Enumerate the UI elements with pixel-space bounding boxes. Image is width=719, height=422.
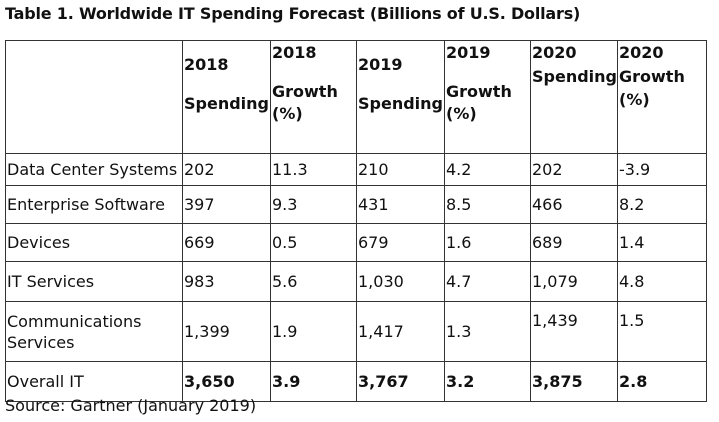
row-label: Enterprise Software [5,185,183,224]
header-cell-empty [5,40,183,154]
cell-value: 1.3 [444,301,531,362]
cell-value: 3,650 [182,361,271,402]
header-line: (%) [272,104,303,123]
header-cell: 2019 Spending [356,40,445,154]
cell-value: 202 [182,153,271,186]
table-row: Devices 669 0.5 679 1.6 689 1.4 [5,223,707,262]
cell-value: 1.6 [444,223,531,262]
header-line: Growth [619,67,685,86]
header-line: 2018 [184,55,229,74]
cell-value: 202 [530,153,618,186]
row-label: Communications Services [5,301,183,362]
header-cell: 2020 Spending [530,40,618,154]
header-line: 2020 [619,43,664,62]
cell-value: 1,030 [356,261,445,302]
header-line: 2018 [272,43,317,62]
table-body: Data Center Systems 202 11.3 210 4.2 202 -3.9 E… [5,153,707,402]
row-label: Overall IT [5,361,183,402]
row-label: Devices [5,223,183,262]
cell-value: 1,399 [182,301,271,362]
header-line: Spending [532,67,617,86]
cell-value: 5.6 [270,261,357,302]
cell-value: 983 [182,261,271,302]
header-line: (%) [446,104,477,123]
header-line: 2020 [532,43,577,62]
cell-value: 3,875 [530,361,618,402]
row-label: Data Center Systems [5,153,183,186]
cell-value: 8.5 [444,185,531,224]
header-cell: 2018 Spending [182,40,271,154]
cell-value: 210 [356,153,445,186]
header-line: Spending [184,94,269,113]
cell-value: 3.2 [444,361,531,402]
cell-value: 4.8 [617,261,707,302]
cell-value: 1.4 [617,223,707,262]
cell-value: 1,417 [356,301,445,362]
table: 2018 Spending 2018 Growth (%) 2019 Spending 201… [5,40,707,402]
cell-value: 689 [530,223,618,262]
cell-value: 1.5 [617,301,707,362]
cell-value: 669 [182,223,271,262]
table-row: Enterprise Software 397 9.3 431 8.5 466 8.2 [5,185,707,224]
cell-value: 3,767 [356,361,445,402]
row-label: IT Services [5,261,183,302]
header-cell: 2019 Growth (%) [444,40,531,154]
cell-value: 8.2 [617,185,707,224]
header-line: 2019 [446,43,491,62]
header-cell: 2020 Growth (%) [617,40,707,154]
table-row: IT Services 983 5.6 1,030 4.7 1,079 4.8 [5,261,707,302]
cell-value: 0.5 [270,223,357,262]
cell-value: 679 [356,223,445,262]
cell-value: 466 [530,185,618,224]
cell-value: 397 [182,185,271,224]
table-row: Communications Services 1,399 1.9 1,417 1.3 1… [5,301,707,362]
cell-value: 3.9 [270,361,357,402]
table-row: Data Center Systems 202 11.3 210 4.2 202 -3.9 [5,153,707,186]
cell-value: 1.9 [270,301,357,362]
cell-value: 4.2 [444,153,531,186]
cell-value: 1,439 [530,301,618,362]
header-line: Spending [358,94,443,113]
cell-value: 1,079 [530,261,618,302]
header-line: Growth [272,82,338,101]
header-line: (%) [619,90,650,109]
header-cell: 2018 Growth (%) [270,40,357,154]
cell-value: 4.7 [444,261,531,302]
cell-value: 11.3 [270,153,357,186]
cell-value: 431 [356,185,445,224]
header-line: Growth [446,82,512,101]
table-title: Table 1. Worldwide IT Spending Forecast … [5,4,581,23]
table-row: Overall IT 3,650 3.9 3,767 3.2 3,875 2.8 [5,361,707,402]
cell-value: 9.3 [270,185,357,224]
cell-value: 2.8 [617,361,707,402]
cell-value: -3.9 [617,153,707,186]
header-row: 2018 Spending 2018 Growth (%) 2019 Spending 201… [5,40,707,154]
source-note: Source: Gartner (January 2019) [5,396,257,415]
header-line: 2019 [358,55,403,74]
